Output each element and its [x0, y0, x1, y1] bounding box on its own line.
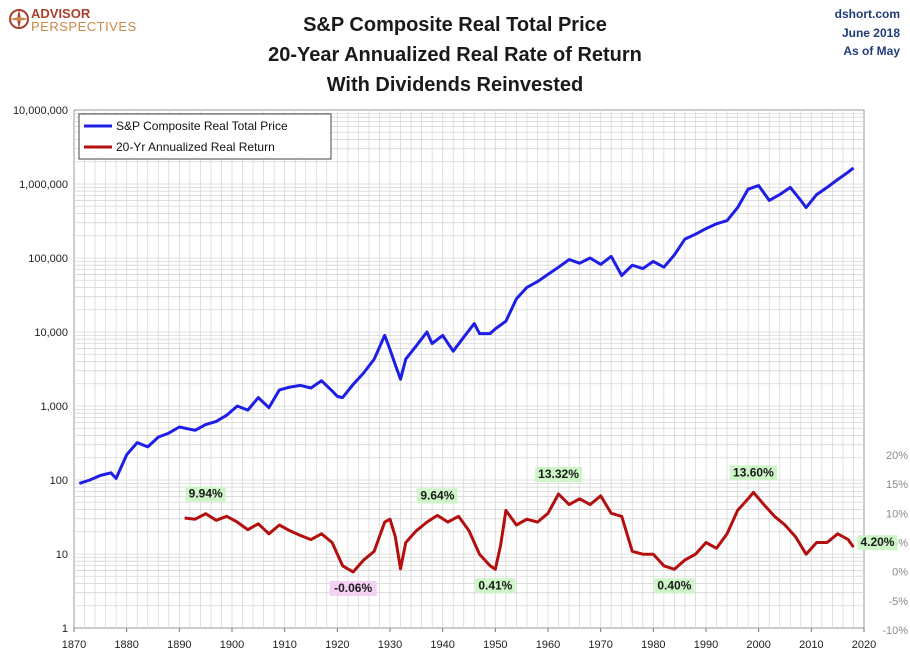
x-tick-label: 2010 — [799, 639, 823, 651]
chart-title-line-3: With Dividends Reinvested — [327, 74, 584, 96]
x-tick-label: 1950 — [483, 639, 507, 651]
y-left-tick-label: 1 — [62, 623, 68, 635]
compass-icon — [9, 9, 29, 29]
x-tick-label: 1890 — [167, 639, 191, 651]
x-tick-label: 1920 — [325, 639, 349, 651]
y-left-tick-label: 10,000 — [34, 327, 68, 339]
annotation-labels: 9.94% -0.06% 9.64% 0.41% 13.32% 0.40% 13.60% 4.… — [185, 465, 898, 597]
y-left-tick-label: 10,000,000 — [13, 105, 68, 117]
annotation-highlight — [534, 466, 583, 482]
x-tick-label: 1940 — [430, 639, 454, 651]
annotation-highlight — [654, 578, 695, 594]
y-right-tick-label: 10% — [886, 508, 908, 520]
x-tick-label: 1870 — [62, 639, 86, 651]
x-tick-label: 1980 — [641, 639, 665, 651]
y-right-tick-label: 20% — [886, 450, 908, 462]
annotation-highlight — [329, 581, 377, 597]
x-tick-label: 2000 — [746, 639, 770, 651]
legend: S&P Composite Real Total Price 20-Yr Ann… — [78, 113, 332, 160]
y-right-tick-label: 15% — [886, 479, 908, 491]
y-right-tick-label: -10% — [882, 625, 908, 637]
x-axis-ticks: 1870 1880 1890 1900 1910 1920 1930 1940 1950 1960… — [62, 628, 876, 651]
advisor-perspectives-logo: ADVISOR PERSPECTIVES — [9, 6, 137, 34]
y-left-tick-label: 1,000 — [40, 401, 68, 413]
legend-entry-return: 20-Yr Annualized Real Return — [116, 140, 275, 154]
x-tick-label: 1970 — [588, 639, 612, 651]
annotation-highlight — [857, 535, 898, 551]
annotation-highlight — [417, 488, 458, 504]
annotation-label: 4.20% — [860, 535, 894, 549]
source-label: dshort.com — [835, 7, 900, 21]
chart-title-line-1: S&P Composite Real Total Price — [303, 14, 607, 36]
plot-area — [73, 109, 865, 629]
annotation-label: -0.06% — [334, 581, 372, 595]
x-tick-label: 1910 — [272, 639, 296, 651]
annotation-highlight — [475, 578, 516, 594]
x-tick-label: 2020 — [852, 639, 876, 651]
series-line-price — [78, 166, 855, 485]
logo-text-top: ADVISOR — [31, 6, 91, 21]
chart-title-line-2: 20-Year Annualized Real Rate of Return — [268, 44, 642, 66]
series-line-return — [184, 490, 855, 574]
as-of-label: As of May — [843, 44, 900, 58]
x-tick-label: 1930 — [378, 639, 402, 651]
annotation-label: 9.94% — [189, 487, 223, 501]
y-left-tick-label: 1,000,000 — [19, 179, 68, 191]
annotation-highlight — [185, 486, 226, 502]
logo-text-bottom: PERSPECTIVES — [31, 19, 137, 34]
annotation-label: 0.40% — [657, 578, 691, 592]
x-tick-label: 1960 — [536, 639, 560, 651]
y-left-tick-label: 100,000 — [28, 253, 68, 265]
y-left-tick-label: 10 — [56, 549, 68, 561]
annotation-highlight — [729, 465, 777, 481]
annotation-label: 9.64% — [420, 488, 454, 502]
date-label: June 2018 — [842, 26, 900, 40]
y-axis-left-ticks: 1 10 100 1,000 10,000 100,000 1,000,000 10,000,… — [13, 105, 68, 635]
legend-box — [78, 113, 332, 160]
x-tick-label: 1900 — [220, 639, 244, 651]
y-right-tick-label: 0% — [892, 567, 908, 579]
grid-lines — [74, 110, 864, 628]
x-tick-label: 1990 — [694, 639, 718, 651]
y-right-tick-label: -5% — [888, 596, 908, 608]
legend-entry-price: S&P Composite Real Total Price — [116, 119, 288, 133]
annotation-label: 0.41% — [478, 578, 512, 592]
y-left-tick-label: 100 — [50, 475, 68, 487]
annotation-label: 13.32% — [538, 467, 579, 481]
y-axis-right-ticks: -10%-5%0%5%10%15%20% — [882, 450, 908, 637]
x-tick-label: 1880 — [114, 639, 138, 651]
annotation-label: 13.60% — [733, 465, 774, 479]
